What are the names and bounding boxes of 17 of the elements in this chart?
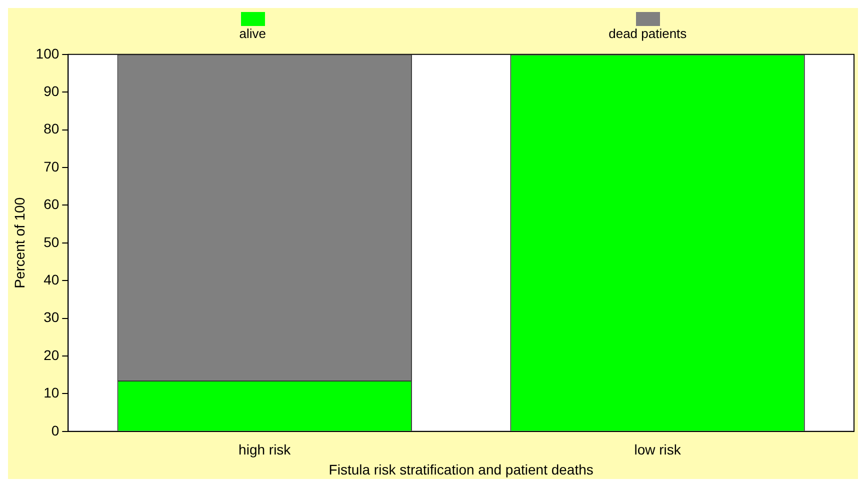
y-tick-label: 60 [44,196,60,212]
legend-label: dead patients [608,26,687,41]
y-tick-label: 40 [44,271,60,288]
y-tick-label: 70 [44,158,60,174]
y-tick-label: 80 [44,120,60,137]
legend-label: alive [239,26,266,41]
y-tick-label: 50 [44,234,60,250]
y-tick-label: 10 [44,384,60,401]
x-tick-label: low risk [634,442,682,458]
y-tick-label: 30 [44,309,60,326]
y-axis-title: Percent of 100 [11,197,28,288]
y-tick-label: 0 [51,422,60,438]
y-tick-label: 90 [44,82,60,99]
y-tick-label: 100 [36,45,60,62]
y-tick-label: 20 [44,346,60,363]
x-axis-title: Fistula risk stratification and patient deaths [328,461,594,478]
x-tick-label: high risk [238,442,292,458]
